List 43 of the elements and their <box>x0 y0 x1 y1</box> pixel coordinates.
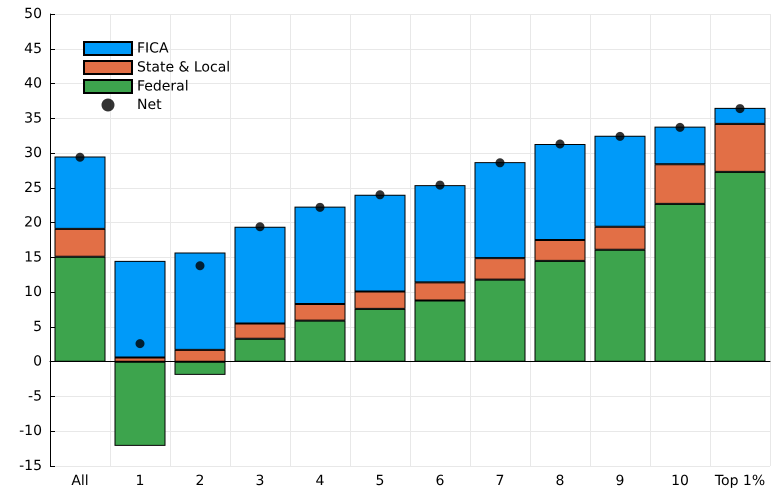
legend-label: State & Local <box>137 60 230 76</box>
point <box>196 261 204 270</box>
x-tick-label: 9 <box>616 473 624 489</box>
point <box>316 202 324 212</box>
y-tick-label: 10 <box>24 284 42 300</box>
point <box>496 158 504 168</box>
y-tick-label: -10 <box>19 423 42 440</box>
y-tick-label: 0 <box>33 354 42 370</box>
y-tick-label: 5 <box>33 318 42 335</box>
x-tick-label: All <box>71 473 89 489</box>
y-tick-label: 35 <box>24 110 42 126</box>
point <box>676 122 684 132</box>
y-tick-label: -15 <box>19 458 42 474</box>
x-tick-label: Top 1% <box>714 473 766 489</box>
legend-label: Federal <box>137 78 189 94</box>
point <box>436 180 444 190</box>
x-tick-label: 2 <box>196 473 204 489</box>
y-tick-label: 45 <box>24 40 42 57</box>
y-tick-label: 30 <box>24 145 42 162</box>
point <box>616 132 624 141</box>
point <box>736 104 744 114</box>
x-tick-label: 8 <box>556 473 564 489</box>
y-tick-label: 20 <box>24 214 42 231</box>
bar <box>114 260 166 358</box>
y-tick-label: 25 <box>24 180 42 196</box>
point <box>136 339 144 348</box>
x-tick-label: 3 <box>256 473 264 489</box>
x-tick-label: 10 <box>671 473 689 489</box>
x-tick-label: 1 <box>136 473 144 489</box>
y-tick-label: -5 <box>28 388 42 404</box>
x-tick-label: 7 <box>496 473 504 489</box>
y-tick-label: 40 <box>24 76 42 92</box>
point <box>76 152 84 162</box>
point <box>556 140 564 149</box>
point <box>376 190 384 200</box>
x-tick-label: 4 <box>316 473 325 489</box>
legend-label: Net <box>137 97 162 113</box>
x-tick-label: 6 <box>436 473 445 489</box>
y-tick-label: 50 <box>24 6 42 22</box>
y-tick-label: 15 <box>24 249 42 266</box>
legend-label: FICA <box>137 40 169 56</box>
point <box>256 222 264 232</box>
x-tick-label: 5 <box>376 473 384 489</box>
